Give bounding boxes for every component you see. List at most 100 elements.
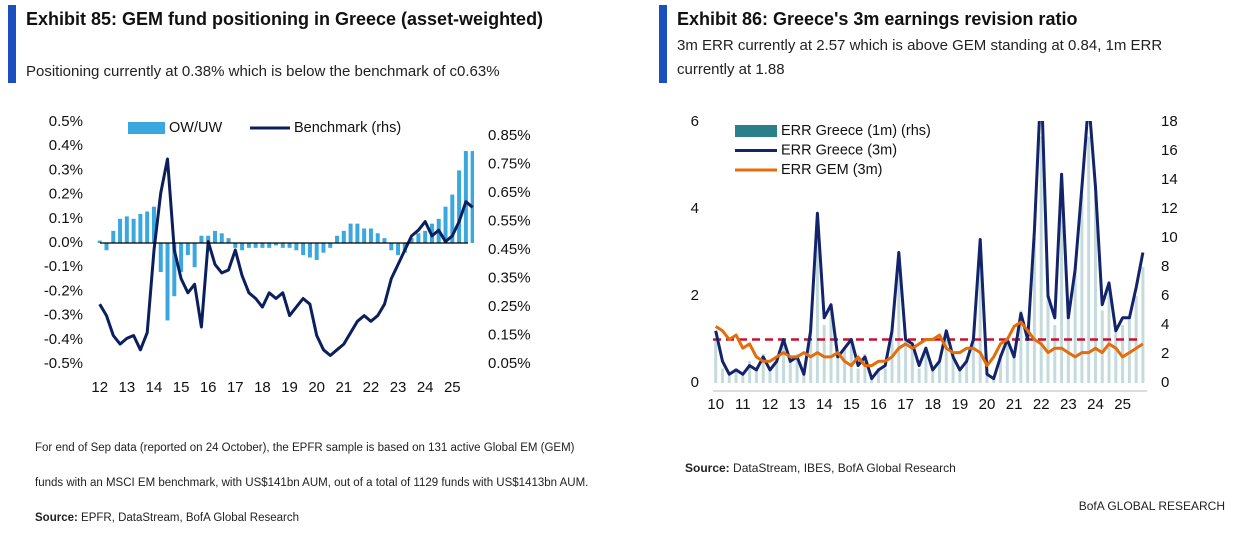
- legend-label: OW/UW: [169, 120, 222, 136]
- source-label: Source:: [685, 461, 730, 475]
- x-tick-label: 12: [91, 379, 108, 396]
- bar: [104, 243, 109, 251]
- bar: [1053, 325, 1057, 383]
- bar: [274, 243, 279, 246]
- bar: [165, 243, 170, 321]
- y-tick-label: 0.4%: [49, 137, 83, 154]
- bar: [267, 243, 272, 248]
- source-text: DataStream, IBES, BofA Global Research: [733, 461, 956, 475]
- bar: [829, 310, 833, 383]
- bar: [158, 243, 163, 273]
- plot-area: [97, 151, 474, 357]
- bar: [172, 243, 177, 297]
- bar: [761, 354, 765, 383]
- bar: [768, 368, 772, 383]
- y2-tick-label: 10: [1161, 229, 1178, 246]
- bar: [280, 243, 285, 248]
- y2-tick-label: 0.85%: [488, 127, 531, 144]
- y-tick-label: 0.1%: [49, 210, 83, 227]
- y2-tick-label: 2: [1161, 345, 1169, 362]
- bar: [714, 339, 718, 383]
- bar: [822, 325, 826, 383]
- x-tick-label: 23: [390, 379, 407, 396]
- branding: BofA GLOBAL RESEARCH: [1078, 499, 1225, 513]
- bar: [897, 252, 901, 383]
- y-tick-label: 0.0%: [49, 234, 83, 251]
- bar: [843, 346, 847, 383]
- legend-label: ERR Greece (1m) (rhs): [781, 123, 931, 139]
- legend-label: ERR Greece (3m): [781, 142, 897, 158]
- bar: [741, 375, 745, 383]
- x-tick-label: 17: [227, 379, 244, 396]
- chart-title: Exhibit 85: GEM fund positioning in Gree…: [26, 9, 544, 29]
- y2-tick-label: 0.05%: [488, 355, 531, 372]
- chart-title: Exhibit 86: Greece's 3m earnings revisio…: [677, 9, 1078, 29]
- bar: [775, 361, 779, 383]
- footnote: For end of Sep data (reported on 24 Octo…: [35, 431, 595, 535]
- bar: [226, 238, 231, 243]
- bar: [910, 346, 914, 383]
- y2-tick-label: 12: [1161, 200, 1178, 217]
- bar: [212, 230, 217, 243]
- y-tick-label: 6: [691, 113, 699, 130]
- bar: [423, 230, 428, 243]
- x-tick-label: 19: [281, 379, 298, 396]
- bar: [958, 368, 962, 383]
- x-tick-label: 23: [1060, 396, 1077, 413]
- bar: [1012, 354, 1016, 383]
- bar: [1026, 339, 1030, 383]
- bar: [314, 243, 319, 260]
- y2-tick-label: 0.15%: [488, 326, 531, 343]
- bar: [463, 151, 468, 243]
- bar: [124, 216, 129, 243]
- bar: [138, 213, 143, 243]
- bar: [924, 346, 928, 383]
- x-tick-label: 24: [417, 379, 434, 396]
- bar: [1039, 136, 1043, 383]
- x-tick-label: 12: [762, 396, 779, 413]
- y-tick-label: 0.5%: [49, 113, 83, 130]
- x-tick-label: 14: [146, 379, 163, 396]
- bar: [1127, 317, 1131, 383]
- y2-tick-label: 4: [1161, 316, 1169, 333]
- bar: [457, 170, 462, 243]
- x-tick-label: 15: [843, 396, 860, 413]
- y2-tick-label: 18: [1161, 113, 1178, 130]
- y2-tick-label: 8: [1161, 258, 1169, 275]
- bar: [179, 243, 184, 273]
- line-series: [98, 157, 474, 357]
- bar: [1093, 194, 1097, 383]
- legend-swatch: [128, 122, 165, 134]
- bar: [287, 243, 292, 248]
- y2-tick-label: 0.65%: [488, 184, 531, 201]
- bar: [355, 223, 360, 243]
- bar: [233, 243, 238, 248]
- bar: [727, 375, 731, 383]
- bar: [917, 368, 921, 383]
- bar: [199, 235, 204, 243]
- y2-tick-label: 0.35%: [488, 270, 531, 287]
- bar: [944, 332, 948, 383]
- bar: [260, 243, 265, 248]
- y-tick-label: 4: [691, 200, 699, 217]
- source: Source: DataStream, IBES, BofA Global Re…: [685, 461, 956, 475]
- bar: [788, 361, 792, 383]
- legend-label: Benchmark (rhs): [294, 120, 401, 136]
- bar: [1121, 325, 1125, 383]
- bar: [246, 243, 251, 248]
- y-tick-label: 0: [691, 374, 699, 391]
- x-tick-label: 21: [335, 379, 352, 396]
- bar: [328, 243, 333, 248]
- x-tick-label: 24: [1087, 396, 1104, 413]
- bar: [748, 361, 752, 383]
- bar: [849, 339, 853, 383]
- bar: [307, 243, 312, 258]
- bar: [985, 375, 989, 383]
- bar: [97, 240, 102, 243]
- y-tick-label: -0.1%: [44, 258, 83, 275]
- x-tick-label: 10: [707, 396, 724, 413]
- bar: [443, 206, 448, 243]
- chart-subtitle: 3m ERR currently at 2.57 which is above …: [677, 37, 1163, 78]
- bar: [720, 368, 724, 383]
